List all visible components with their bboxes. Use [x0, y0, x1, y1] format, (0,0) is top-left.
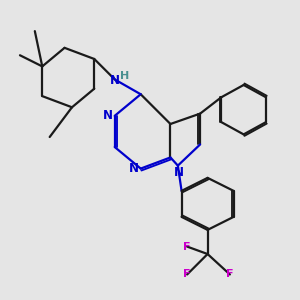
Text: N: N [174, 166, 184, 179]
Text: F: F [226, 269, 234, 280]
Text: F: F [183, 269, 191, 280]
Text: N: N [103, 109, 113, 122]
Text: F: F [183, 242, 191, 252]
Text: N: N [129, 162, 139, 175]
Text: N: N [110, 74, 120, 87]
Text: H: H [121, 71, 130, 81]
